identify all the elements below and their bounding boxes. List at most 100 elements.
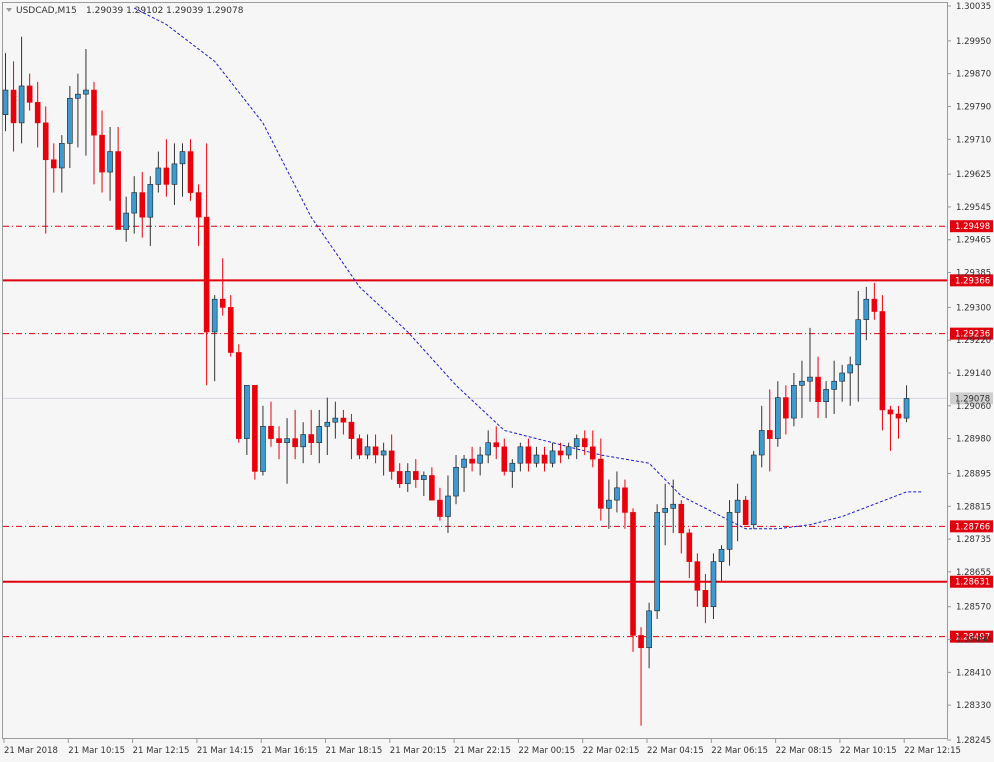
- candle: [83, 49, 89, 156]
- candle-body: [388, 450, 395, 472]
- candle: [437, 487, 443, 521]
- candle-body: [42, 122, 49, 161]
- candle: [670, 479, 677, 533]
- time-tick-label: 22 Mar 04:15: [647, 746, 704, 756]
- candle: [67, 85, 73, 168]
- candle: [195, 184, 202, 246]
- candle-body: [396, 471, 403, 485]
- candle: [847, 356, 854, 406]
- candle: [131, 176, 138, 234]
- price-tick-label: 1.28330: [956, 701, 991, 711]
- candle: [292, 409, 298, 460]
- price-tick-label: 1.29625: [956, 170, 991, 180]
- candle: [445, 475, 451, 533]
- candle-body: [67, 97, 73, 144]
- candle-body: [445, 495, 451, 517]
- candle: [115, 126, 121, 230]
- candle: [356, 434, 363, 460]
- candle-body: [244, 385, 250, 439]
- candle: [581, 430, 588, 456]
- candle-body: [195, 192, 202, 218]
- candle-body: [879, 311, 886, 411]
- candle-body: [147, 184, 154, 218]
- candle: [10, 61, 17, 152]
- candle-body: [614, 487, 620, 501]
- candle: [630, 508, 636, 652]
- candle-body: [477, 454, 483, 464]
- candle: [404, 463, 411, 492]
- dropdown-triangle-icon[interactable]: [6, 8, 12, 12]
- candle-body: [91, 89, 97, 136]
- candle: [509, 459, 516, 488]
- time-tick-label: 21 Mar 14:15: [197, 746, 254, 756]
- candle-body: [18, 85, 25, 124]
- candle: [75, 73, 81, 148]
- candle-body: [187, 151, 194, 193]
- price-tick-label: 1.28980: [956, 435, 991, 445]
- candle: [388, 434, 395, 480]
- candle-body: [686, 532, 693, 562]
- candle-body: [348, 421, 355, 439]
- candle: [694, 553, 701, 607]
- candle: [742, 496, 749, 526]
- time-tick-label: 22 Mar 00:15: [518, 746, 575, 756]
- candle-body: [332, 417, 339, 423]
- candle-body: [268, 426, 274, 439]
- candle: [163, 139, 170, 197]
- plot-frame: [2, 2, 948, 739]
- candle-body: [775, 397, 781, 439]
- candle-body: [750, 454, 757, 526]
- candle: [91, 81, 97, 185]
- time-tick-label: 22 Mar 08:15: [776, 746, 833, 756]
- candle-body: [541, 454, 548, 464]
- candle-body: [179, 151, 186, 165]
- candle-body: [356, 438, 363, 456]
- price-tick-label: 1.28410: [956, 668, 991, 678]
- candle: [799, 360, 805, 419]
- candle-body: [227, 307, 234, 353]
- candle: [252, 385, 258, 480]
- candle-body: [26, 85, 33, 103]
- candle: [59, 135, 65, 193]
- candle-body: [453, 467, 459, 497]
- candle-body: [654, 512, 660, 612]
- level-price-label: 1.29236: [955, 330, 990, 340]
- candle-body: [50, 159, 57, 169]
- candle: [887, 405, 894, 451]
- ma-line: [133, 7, 923, 530]
- time-tick-label: 21 Mar 2018: [4, 746, 58, 756]
- candle: [775, 381, 781, 447]
- candle-body: [219, 298, 226, 308]
- level-price-label: 1.28497: [955, 633, 990, 643]
- candle-body: [284, 438, 290, 444]
- candle: [203, 143, 210, 386]
- candle-body: [815, 376, 821, 403]
- candle: [244, 385, 250, 456]
- candle: [34, 81, 41, 148]
- candle-body: [83, 89, 89, 95]
- candle-body: [887, 409, 894, 415]
- price-tick-label: 1.29710: [956, 135, 991, 145]
- candle: [871, 282, 878, 320]
- price-tick-label: 1.29465: [956, 236, 991, 246]
- candle-body: [871, 298, 878, 312]
- candle-body: [412, 471, 419, 480]
- level-price-label: 1.29366: [955, 276, 990, 286]
- candle-body: [847, 364, 854, 374]
- candle: [855, 290, 862, 402]
- candle: [50, 143, 57, 193]
- candle-body: [855, 319, 862, 366]
- candle: [412, 459, 419, 488]
- candle-body: [123, 212, 129, 230]
- time-tick-label: 21 Mar 16:15: [261, 746, 318, 756]
- candle-body: [10, 89, 17, 124]
- candle-body: [839, 372, 845, 382]
- candle: [461, 455, 467, 492]
- candle-body: [203, 216, 210, 333]
- chart-header: USDCAD,M15 1.29039 1.29102 1.29039 1.290…: [6, 6, 244, 16]
- candle: [485, 430, 492, 464]
- candle: [324, 397, 331, 456]
- candle-body: [260, 426, 266, 472]
